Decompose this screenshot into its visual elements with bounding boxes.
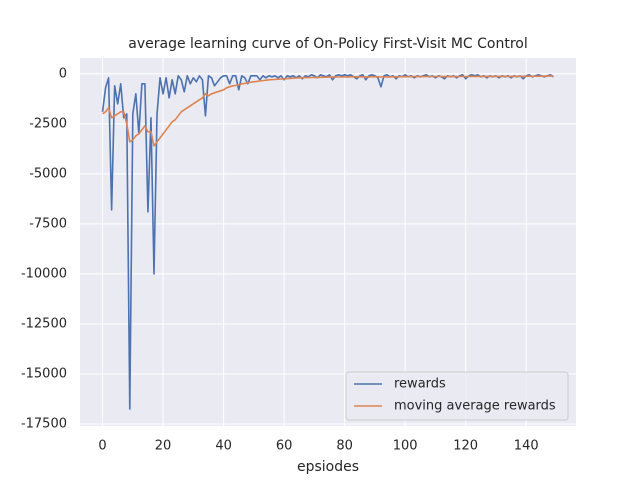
chart-title: average learning curve of On-Policy Firs… [128, 36, 528, 52]
x-tick-label: 140 [514, 439, 539, 454]
y-tick-label: -7500 [29, 216, 67, 231]
series-line [101, 74, 554, 410]
x-tick-label: 120 [453, 439, 478, 454]
x-tick-label: 40 [215, 439, 232, 454]
x-tick-label: 100 [393, 439, 418, 454]
x-tick-label: 60 [276, 439, 293, 454]
x-tick-label: 0 [98, 439, 106, 454]
y-tick-label: -5000 [29, 166, 67, 181]
legend-label: rewards [394, 377, 446, 392]
y-tick-label: -10000 [21, 266, 67, 281]
y-tick-label: 0 [59, 66, 67, 81]
x-axis-label: epsiodes [297, 459, 359, 475]
y-tick-label: -17500 [21, 416, 67, 431]
legend-box [345, 371, 569, 421]
series-line [102, 75, 554, 147]
legend-label: moving average rewards [394, 399, 556, 414]
x-tick-label: 80 [336, 439, 353, 454]
y-tick-label: -15000 [21, 366, 67, 381]
y-tick-label: -12500 [21, 316, 67, 331]
x-tick-label: 20 [155, 439, 172, 454]
y-tick-label: -2500 [29, 116, 67, 131]
